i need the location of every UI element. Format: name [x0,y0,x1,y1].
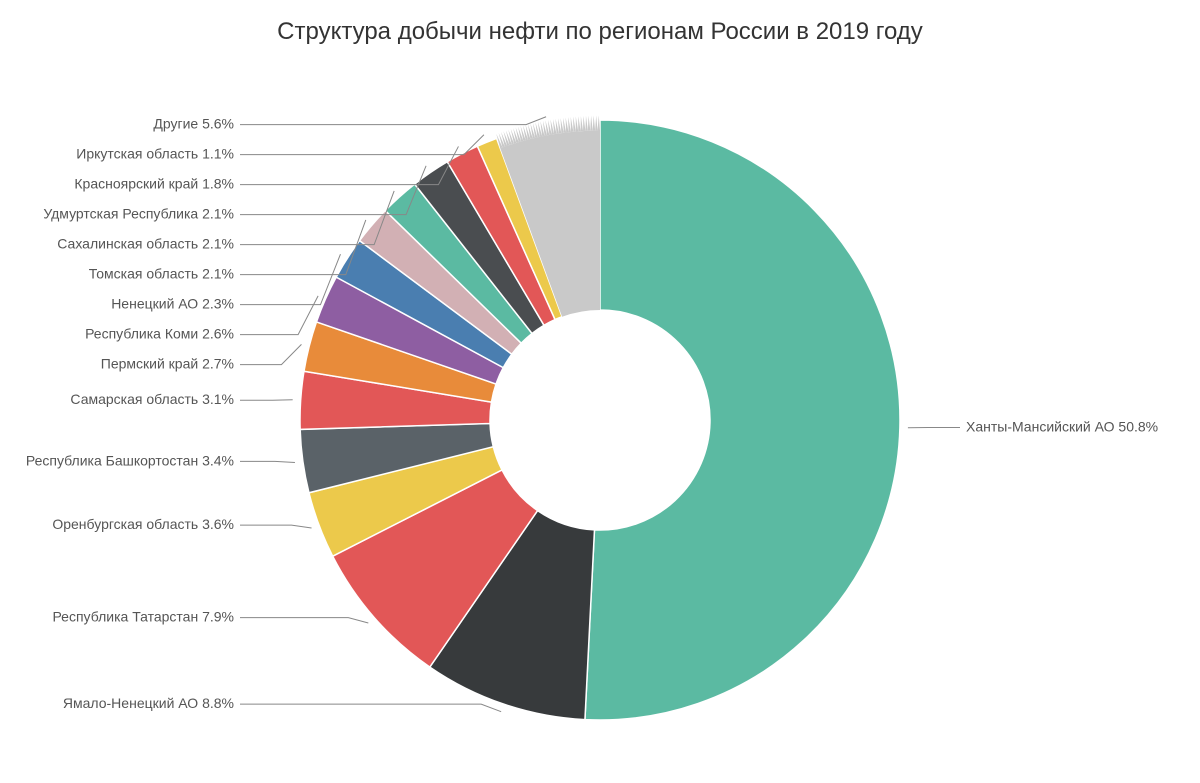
leader-line [240,618,368,623]
slice-label: Республика Коми 2.6% [85,326,234,342]
leader-line [240,704,501,712]
slice-label: Пермский край 2.7% [101,356,234,372]
leader-line [240,296,318,335]
slice-label: Самарская область 3.1% [70,391,234,407]
leader-line [240,254,340,304]
leader-line [240,135,484,155]
slice-label: Иркутская область 1.1% [76,146,234,162]
slice-0 [585,120,900,720]
slice-label: Ямало-Ненецкий АО 8.8% [63,695,234,711]
slice-label: Оренбургская область 3.6% [52,516,234,532]
leader-line [240,400,293,401]
donut-chart: Ханты-Мансийский АО 50.8% Другие 5.6% Ирку… [0,0,1200,783]
leader-line [240,525,312,528]
leader-line [240,344,301,364]
slice-label: Республика Башкортостан 3.4% [26,452,234,468]
slice-label: Удмуртская Республика 2.1% [43,206,234,222]
slice-label: Томская область 2.1% [89,266,234,282]
slice-label: Ханты-Мансийский АО 50.8% [966,419,1158,435]
slice-label: Республика Татарстан 7.9% [52,609,234,625]
leader-line [240,461,295,462]
leader-line [240,117,546,125]
slice-label: Ненецкий АО 2.3% [111,296,234,312]
slice-label: Сахалинская область 2.1% [57,236,234,252]
slice-label: Красноярский край 1.8% [74,176,234,192]
slice-label: Другие 5.6% [153,116,234,132]
